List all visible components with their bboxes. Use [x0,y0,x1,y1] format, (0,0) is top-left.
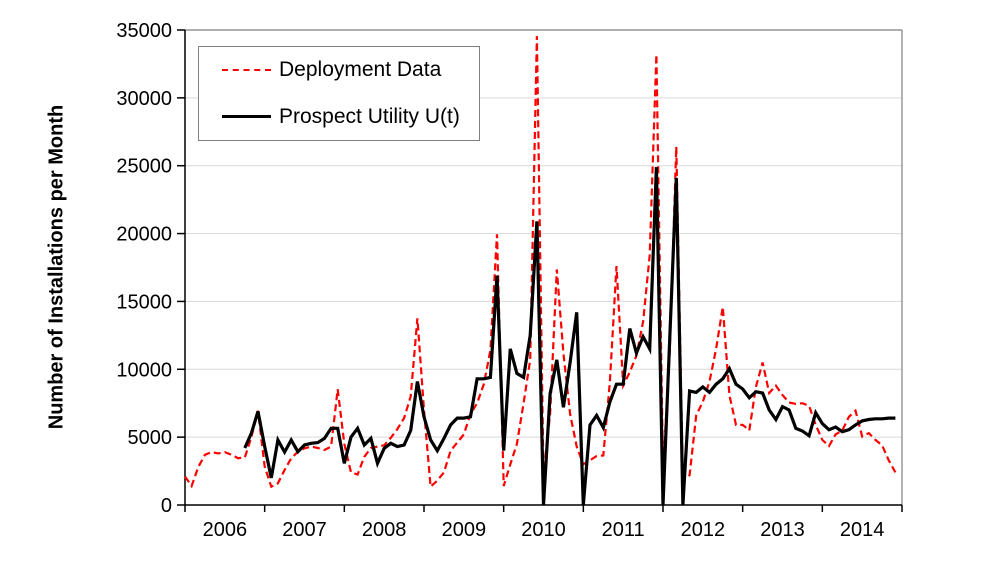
y-tick-label: 10000 [116,359,172,381]
prospect-utility-line-swatch [222,115,271,119]
legend-item-deployment-data: Deployment Data [222,58,479,82]
x-tick-label: 2010 [521,519,566,541]
legend-label-prospect-utility: Prospect Utility U(t) [279,104,460,128]
y-tick-label: 30000 [116,88,172,110]
x-tick-label: 2014 [840,519,885,541]
y-tick-label: 0 [161,495,172,517]
y-axis-title: Number of Installations per Month [45,104,68,430]
deployment-data-line-swatch [222,69,271,72]
y-tick-label: 25000 [116,156,172,178]
deployment-data-line [184,36,897,490]
x-tick-label: 2012 [681,519,726,541]
x-tick-label: 2009 [442,519,487,541]
x-tick-label: 2007 [282,519,327,541]
y-tick-label: 35000 [116,20,172,42]
y-tick-label: 15000 [116,291,172,313]
x-tick-label: 2011 [602,519,645,541]
y-tick-label: 20000 [116,224,172,246]
prospect-utility-line [243,167,896,506]
legend-item-prospect-utility: Prospect Utility U(t) [222,105,479,129]
x-tick-label: 2006 [203,519,248,541]
legend-label-deployment-data: Deployment Data [279,58,442,82]
x-tick-label: 2013 [760,519,805,541]
legend: Deployment Data Prospect Utility U(t) [198,46,480,141]
y-tick-label: 5000 [128,427,173,449]
x-tick-label: 2008 [362,519,407,541]
